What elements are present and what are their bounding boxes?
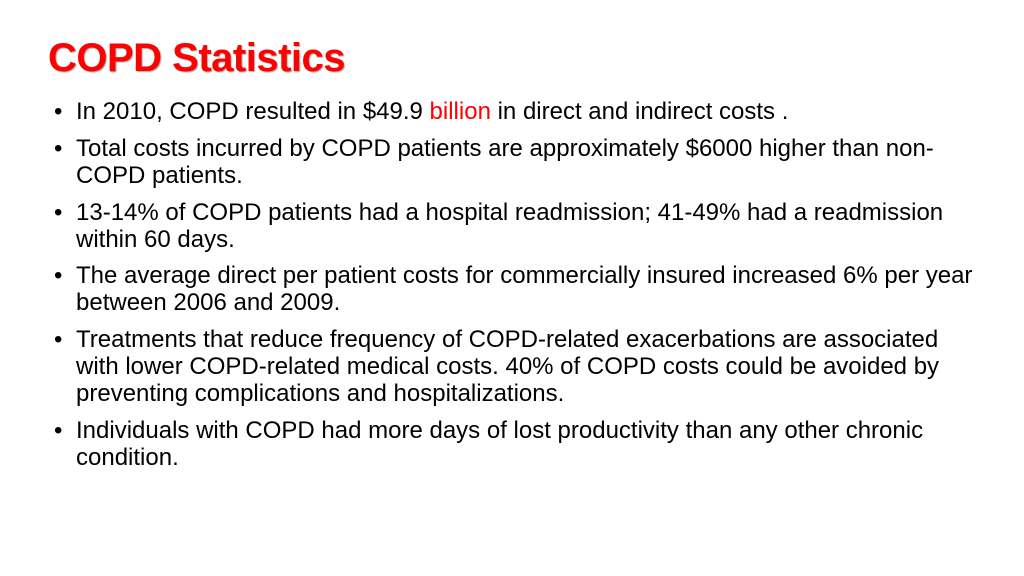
bullet-item: The average direct per patient costs for… — [48, 263, 976, 317]
bullet-text-pre: Total costs incurred by COPD patients ar… — [76, 135, 934, 189]
bullet-item: In 2010, COPD resulted in $49.9 billion … — [48, 99, 976, 126]
bullet-text-pre: Individuals with COPD had more days of l… — [76, 417, 923, 471]
bullet-item: 13-14% of COPD patients had a hospital r… — [48, 200, 976, 254]
bullet-list: In 2010, COPD resulted in $49.9 billion … — [48, 99, 976, 472]
bullet-item: Individuals with COPD had more days of l… — [48, 418, 976, 472]
bullet-text-post: in direct and indirect costs . — [491, 98, 788, 125]
bullet-item: Total costs incurred by COPD patients ar… — [48, 136, 976, 190]
bullet-text-highlight: billion — [430, 98, 491, 125]
bullet-text-pre: 13-14% of COPD patients had a hospital r… — [76, 199, 943, 253]
bullet-item: Treatments that reduce frequency of COPD… — [48, 327, 976, 408]
slide-title: COPD Statistics — [48, 36, 976, 81]
bullet-text-pre: The average direct per patient costs for… — [76, 262, 972, 316]
bullet-text-pre: In 2010, COPD resulted in $49.9 — [76, 98, 430, 125]
bullet-text-pre: Treatments that reduce frequency of COPD… — [76, 326, 939, 407]
